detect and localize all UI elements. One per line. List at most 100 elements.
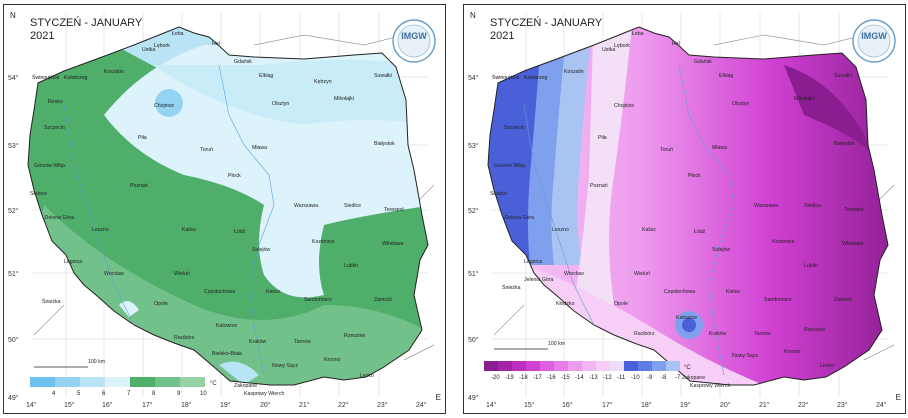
svg-text:Hel: Hel bbox=[672, 41, 680, 47]
svg-text:Krosno: Krosno bbox=[784, 349, 801, 355]
title-year: 2021 bbox=[30, 30, 55, 42]
svg-text:49°: 49° bbox=[8, 394, 19, 402]
svg-text:Katowice: Katowice bbox=[676, 315, 697, 321]
svg-text:52°: 52° bbox=[468, 207, 479, 215]
svg-text:-16: -16 bbox=[547, 375, 556, 381]
svg-text:Łeba: Łeba bbox=[632, 31, 644, 37]
legend-swatch-9 bbox=[155, 377, 180, 387]
svg-text:51°: 51° bbox=[8, 270, 19, 278]
svg-text:Częstochowa: Częstochowa bbox=[204, 289, 235, 295]
svg-text:Resko: Resko bbox=[48, 99, 63, 105]
svg-text:Kasprowy Wierch: Kasprowy Wierch bbox=[244, 391, 284, 397]
svg-text:Koszalin: Koszalin bbox=[564, 69, 584, 75]
svg-text:Tarnów: Tarnów bbox=[294, 339, 311, 345]
temperature-fill-right bbox=[488, 27, 888, 385]
svg-text:18°: 18° bbox=[181, 401, 192, 409]
svg-text:Bielsko-Biała: Bielsko-Biała bbox=[212, 351, 242, 357]
imgw-logo: IMGW bbox=[392, 19, 436, 63]
svg-text:-14: -14 bbox=[575, 375, 584, 381]
poland-border bbox=[487, 26, 889, 386]
svg-text:Zakopane: Zakopane bbox=[234, 383, 257, 389]
svg-text:Kielce: Kielce bbox=[726, 289, 740, 295]
svg-text:Terespol: Terespol bbox=[384, 207, 404, 213]
svg-text:50°: 50° bbox=[468, 336, 479, 344]
svg-text:Olsztyn: Olsztyn bbox=[732, 101, 749, 107]
svg-text:Ustka: Ustka bbox=[602, 47, 615, 53]
svg-text:Gdańsk: Gdańsk bbox=[694, 59, 712, 65]
poland-border bbox=[27, 26, 429, 386]
svg-text:14°: 14° bbox=[486, 401, 497, 409]
x-axis-ticks: 14° 15° 16° 17° 18° 19° 20° 21° 22° 23° … bbox=[486, 401, 887, 409]
svg-text:Lublin: Lublin bbox=[804, 263, 818, 269]
svg-text:51°: 51° bbox=[468, 270, 479, 278]
svg-text:Gorzów Wlkp.: Gorzów Wlkp. bbox=[494, 163, 526, 169]
svg-text:Zamość: Zamość bbox=[374, 297, 393, 303]
svg-text:4: 4 bbox=[52, 391, 56, 397]
svg-text:Lublin: Lublin bbox=[344, 263, 358, 269]
svg-text:Koszalin: Koszalin bbox=[104, 69, 124, 75]
svg-text:-19: -19 bbox=[505, 375, 514, 381]
svg-text:-8: -8 bbox=[661, 375, 667, 381]
y-axis-ticks: 54° 53° 52° 51° 50° 49° bbox=[468, 74, 479, 402]
legend-swatch-4 bbox=[30, 377, 55, 387]
svg-text:Racibórz: Racibórz bbox=[174, 335, 195, 341]
svg-text:24°: 24° bbox=[416, 401, 427, 409]
svg-text:Wieluń: Wieluń bbox=[174, 271, 190, 277]
svg-text:-17: -17 bbox=[533, 375, 542, 381]
svg-text:-11: -11 bbox=[617, 375, 626, 381]
svg-text:20°: 20° bbox=[260, 401, 271, 409]
svg-text:IMGW: IMGW bbox=[861, 31, 887, 41]
svg-text:24°: 24° bbox=[876, 401, 887, 409]
svg-text:Legnica: Legnica bbox=[64, 259, 82, 265]
svg-text:Płock: Płock bbox=[688, 173, 701, 179]
y-axis-ticks: 54° 53° 52° 51° 50° 49° bbox=[8, 74, 19, 402]
svg-text:Kraków: Kraków bbox=[709, 331, 727, 337]
svg-text:52°: 52° bbox=[8, 207, 19, 215]
svg-text:Elbląg: Elbląg bbox=[259, 73, 274, 79]
svg-text:6: 6 bbox=[102, 391, 106, 397]
svg-text:Lesko: Lesko bbox=[360, 373, 374, 379]
svg-text:18°: 18° bbox=[641, 401, 652, 409]
svg-text:19°: 19° bbox=[220, 401, 231, 409]
svg-text:Kozienice: Kozienice bbox=[772, 239, 795, 245]
svg-text:Toruń: Toruń bbox=[200, 147, 213, 153]
svg-text:Kołobrzeg: Kołobrzeg bbox=[524, 75, 547, 81]
svg-text:Rzeszów: Rzeszów bbox=[344, 333, 365, 339]
svg-text:Olsztyn: Olsztyn bbox=[272, 101, 289, 107]
svg-text:-13: -13 bbox=[589, 375, 598, 381]
legend-right: -20 -19 -18 -17 -16 -15 -14 -13 -12 -11 … bbox=[484, 361, 691, 381]
svg-text:16°: 16° bbox=[102, 401, 113, 409]
svg-text:Suwałki: Suwałki bbox=[374, 73, 392, 79]
svg-text:-18: -18 bbox=[519, 375, 528, 381]
title-month: STYCZEŃ - JANUARY bbox=[30, 17, 143, 29]
svg-text:Leszno: Leszno bbox=[552, 227, 569, 233]
svg-text:9: 9 bbox=[177, 391, 181, 397]
svg-text:Wrocław: Wrocław bbox=[564, 271, 584, 277]
imgw-logo: IMGW bbox=[852, 19, 896, 63]
svg-text:Łódź: Łódź bbox=[694, 229, 706, 235]
svg-text:Hel: Hel bbox=[212, 41, 220, 47]
svg-text:Świnoujście: Świnoujście bbox=[32, 73, 60, 81]
svg-text:Katowice: Katowice bbox=[216, 323, 237, 329]
svg-text:Nowy Sącz: Nowy Sącz bbox=[272, 363, 298, 369]
svg-text:-7: -7 bbox=[675, 375, 681, 381]
svg-text:20°: 20° bbox=[720, 401, 731, 409]
svg-text:Kołobrzeg: Kołobrzeg bbox=[64, 75, 87, 81]
svg-text:Lębork: Lębork bbox=[614, 43, 630, 49]
svg-text:Elbląg: Elbląg bbox=[719, 73, 734, 79]
svg-text:Siedlce: Siedlce bbox=[344, 203, 361, 209]
svg-text:16°: 16° bbox=[562, 401, 573, 409]
svg-text:Kętrzyn: Kętrzyn bbox=[314, 79, 332, 85]
svg-text:Lębork: Lębork bbox=[154, 43, 170, 49]
svg-text:Krosno: Krosno bbox=[324, 357, 341, 363]
svg-text:Słubice: Słubice bbox=[30, 191, 47, 197]
svg-text:Jelenia Góra: Jelenia Góra bbox=[524, 277, 554, 283]
svg-text:Kalisz: Kalisz bbox=[642, 227, 656, 233]
svg-text:Łeba: Łeba bbox=[172, 31, 184, 37]
svg-text:Poznań: Poznań bbox=[130, 183, 148, 189]
svg-text:22°: 22° bbox=[338, 401, 349, 409]
svg-text:Zielona Góra: Zielona Góra bbox=[504, 215, 534, 221]
east-label: E bbox=[895, 393, 901, 402]
svg-text:Śnieżka: Śnieżka bbox=[502, 283, 521, 291]
svg-text:Suwałki: Suwałki bbox=[834, 73, 852, 79]
